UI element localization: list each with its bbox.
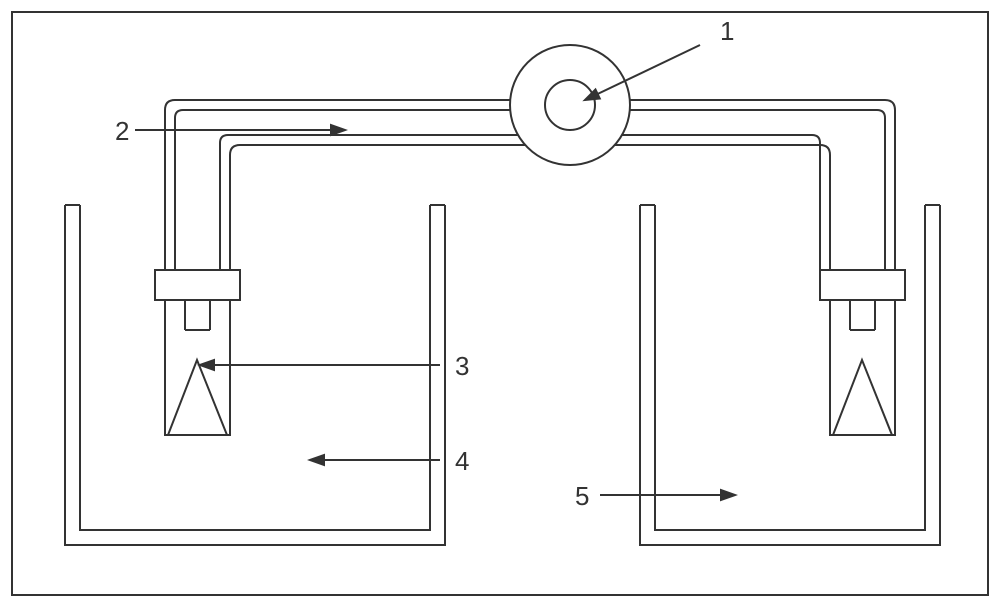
callouts: 1 2 3 4 5 [115,16,735,511]
callout-4-label: 4 [455,446,469,476]
left-tank [65,205,445,545]
callout-2-label: 2 [115,116,129,146]
left-device [155,270,240,435]
right-device [820,270,905,435]
callout-3-label: 3 [455,351,469,381]
callout-5-label: 5 [575,481,589,511]
callout-2: 2 [115,116,345,146]
pump [510,45,630,165]
callout-1-label: 1 [720,16,734,46]
